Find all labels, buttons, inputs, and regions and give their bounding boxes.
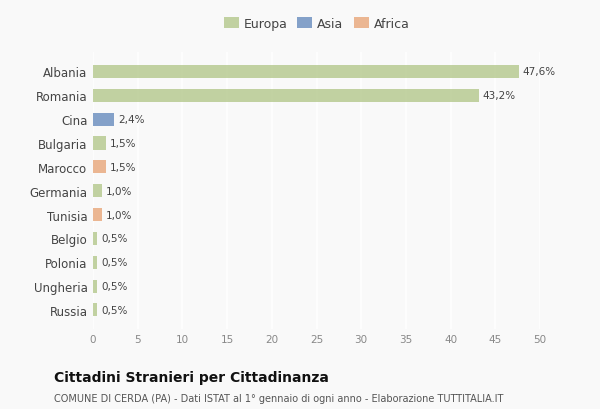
Text: 0,5%: 0,5% bbox=[101, 281, 127, 291]
Text: 0,5%: 0,5% bbox=[101, 305, 127, 315]
Text: 1,5%: 1,5% bbox=[110, 139, 136, 148]
Bar bbox=[93, 232, 97, 245]
Bar bbox=[93, 66, 518, 79]
Bar bbox=[93, 280, 97, 293]
Text: 1,0%: 1,0% bbox=[106, 210, 132, 220]
Legend: Europa, Asia, Africa: Europa, Asia, Africa bbox=[221, 15, 412, 33]
Bar bbox=[93, 161, 106, 174]
Text: 1,0%: 1,0% bbox=[106, 186, 132, 196]
Bar bbox=[93, 256, 97, 269]
Text: COMUNE DI CERDA (PA) - Dati ISTAT al 1° gennaio di ogni anno - Elaborazione TUTT: COMUNE DI CERDA (PA) - Dati ISTAT al 1° … bbox=[54, 393, 503, 403]
Bar bbox=[93, 113, 115, 126]
Bar bbox=[93, 209, 102, 222]
Text: 0,5%: 0,5% bbox=[101, 234, 127, 244]
Bar bbox=[93, 185, 102, 198]
Text: 2,4%: 2,4% bbox=[118, 115, 145, 125]
Bar bbox=[93, 90, 479, 103]
Bar bbox=[93, 137, 106, 150]
Bar bbox=[93, 303, 97, 317]
Text: 43,2%: 43,2% bbox=[483, 91, 516, 101]
Text: 1,5%: 1,5% bbox=[110, 162, 136, 173]
Text: 0,5%: 0,5% bbox=[101, 258, 127, 267]
Text: 47,6%: 47,6% bbox=[522, 67, 555, 77]
Text: Cittadini Stranieri per Cittadinanza: Cittadini Stranieri per Cittadinanza bbox=[54, 370, 329, 384]
